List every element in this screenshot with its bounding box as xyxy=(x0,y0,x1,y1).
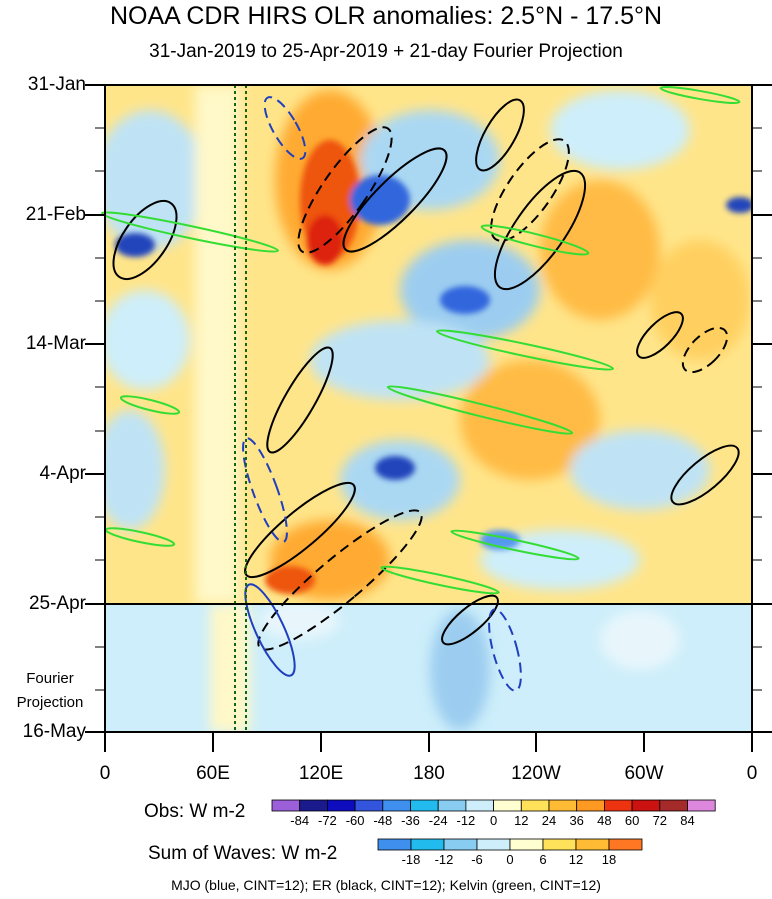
colorbar-box xyxy=(604,799,633,812)
colorbar-label: 18 xyxy=(602,852,616,867)
colorbar-box xyxy=(299,799,328,812)
x-tick-label: 180 xyxy=(413,763,445,784)
er-contours xyxy=(112,98,740,651)
colorbar-box xyxy=(687,799,716,812)
colorbar-box xyxy=(520,799,550,812)
colorbar-label: -12 xyxy=(435,852,454,867)
colorbar-box xyxy=(575,838,610,851)
projection-label: Projection xyxy=(16,694,84,711)
colorbar-label: -72 xyxy=(318,813,337,828)
colorbar-label: 72 xyxy=(653,813,667,828)
colorbar-label: -12 xyxy=(457,813,476,828)
colorbar-box xyxy=(377,838,412,851)
colorbar-label: -84 xyxy=(290,813,309,828)
y-tick-label: 16-May xyxy=(22,721,86,742)
minor-ticks xyxy=(95,127,762,691)
y-tick-label: 21-Feb xyxy=(25,204,86,225)
fourier-projection-field xyxy=(105,604,752,732)
colorbar-box xyxy=(608,838,643,851)
colorbar-label: 48 xyxy=(597,813,611,828)
sum-colorbar: -18 -12 -6 0 6 12 18 xyxy=(377,838,643,867)
kelvin-contours xyxy=(100,86,741,595)
colorbar-box xyxy=(437,799,467,812)
colorbar-box xyxy=(509,838,544,851)
colorbar-label: -60 xyxy=(346,813,365,828)
colorbar-box xyxy=(410,799,439,812)
colorbar-box xyxy=(476,838,511,851)
fourier-label: Fourier xyxy=(26,670,74,687)
colorbar-box xyxy=(326,799,356,812)
x-tick-label: 120W xyxy=(511,763,561,784)
colorbar-box xyxy=(271,799,301,812)
colorbar-label: 6 xyxy=(539,852,546,867)
colorbar-box xyxy=(542,838,577,851)
colorbar-label: 0 xyxy=(506,852,513,867)
x-tick-label: 60W xyxy=(624,763,664,784)
colorbar-label: -18 xyxy=(402,852,421,867)
y-tick-label: 14-Mar xyxy=(25,333,86,354)
colorbar-label: 36 xyxy=(569,813,583,828)
colorbar-box xyxy=(548,799,578,812)
obs-colorbar: -84 -72 -60 -48 -36 -24 -12 0 12 24 36 48 60 72 84 xyxy=(271,799,716,828)
x-tick-label: 0 xyxy=(99,763,111,784)
x-tick-label: 60E xyxy=(196,763,230,784)
colorbar-box xyxy=(576,799,605,812)
colorbar-label: 0 xyxy=(490,813,497,828)
colorbar-label: -48 xyxy=(373,813,392,828)
colorbar-label: 24 xyxy=(542,813,556,828)
axis-ticks xyxy=(85,84,772,752)
colorbar-label: -36 xyxy=(401,813,420,828)
colorbar-label: 60 xyxy=(625,813,639,828)
chart-subtitle: 31-Jan-2019 to 25-Apr-2019 + 21-day Four… xyxy=(149,41,623,62)
colorbar-box xyxy=(382,799,411,812)
colorbar-label: 12 xyxy=(514,813,528,828)
colorbar-box xyxy=(354,799,384,812)
x-tick-label: 120E xyxy=(298,763,344,784)
olr-anomaly-field xyxy=(105,85,752,604)
y-tick-label: 4-Apr xyxy=(39,463,86,484)
colorbar-box xyxy=(659,799,688,812)
y-tick-label: 31-Jan xyxy=(27,74,86,95)
colorbar-box xyxy=(465,799,494,812)
colorbar-box xyxy=(493,799,522,812)
mjo-contours xyxy=(242,96,522,692)
sum-colorbar-title: Sum of Waves: W m-2 xyxy=(148,843,338,864)
colorbar-label: 12 xyxy=(569,852,583,867)
chart-title: NOAA CDR HIRS OLR anomalies: 2.5°N - 17.… xyxy=(109,2,663,30)
y-tick-label: 25-Apr xyxy=(28,593,86,614)
colorbar-label: -6 xyxy=(471,852,483,867)
colorbar-label: 84 xyxy=(680,813,694,828)
obs-colorbar-title: Obs: W m-2 xyxy=(144,801,246,822)
colorbar-box xyxy=(410,838,445,851)
legend-footer: MJO (blue, CINT=12); ER (black, CINT=12)… xyxy=(171,877,601,893)
colorbar-box xyxy=(631,799,661,812)
colorbar-box xyxy=(443,838,478,851)
x-tick-label: 0 xyxy=(746,763,758,784)
colorbar-label: -24 xyxy=(429,813,448,828)
